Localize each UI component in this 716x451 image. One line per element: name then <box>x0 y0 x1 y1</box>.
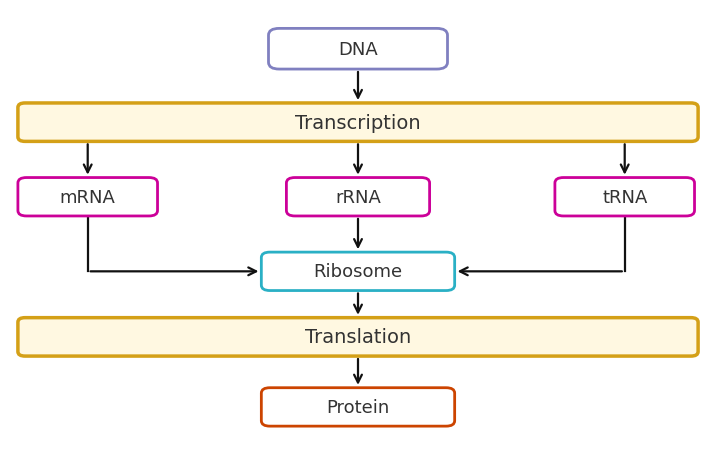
FancyBboxPatch shape <box>18 318 698 356</box>
Text: Protein: Protein <box>326 398 390 416</box>
FancyBboxPatch shape <box>261 388 455 426</box>
FancyBboxPatch shape <box>261 253 455 291</box>
Text: rRNA: rRNA <box>335 189 381 206</box>
Text: Ribosome: Ribosome <box>314 263 402 281</box>
FancyBboxPatch shape <box>18 178 158 216</box>
FancyBboxPatch shape <box>18 104 698 142</box>
FancyBboxPatch shape <box>268 29 448 70</box>
FancyBboxPatch shape <box>286 178 430 216</box>
Text: DNA: DNA <box>338 41 378 59</box>
Text: Transcription: Transcription <box>295 113 421 133</box>
Text: tRNA: tRNA <box>602 189 647 206</box>
Text: Translation: Translation <box>305 327 411 347</box>
Text: mRNA: mRNA <box>59 189 116 206</box>
FancyBboxPatch shape <box>555 178 695 216</box>
